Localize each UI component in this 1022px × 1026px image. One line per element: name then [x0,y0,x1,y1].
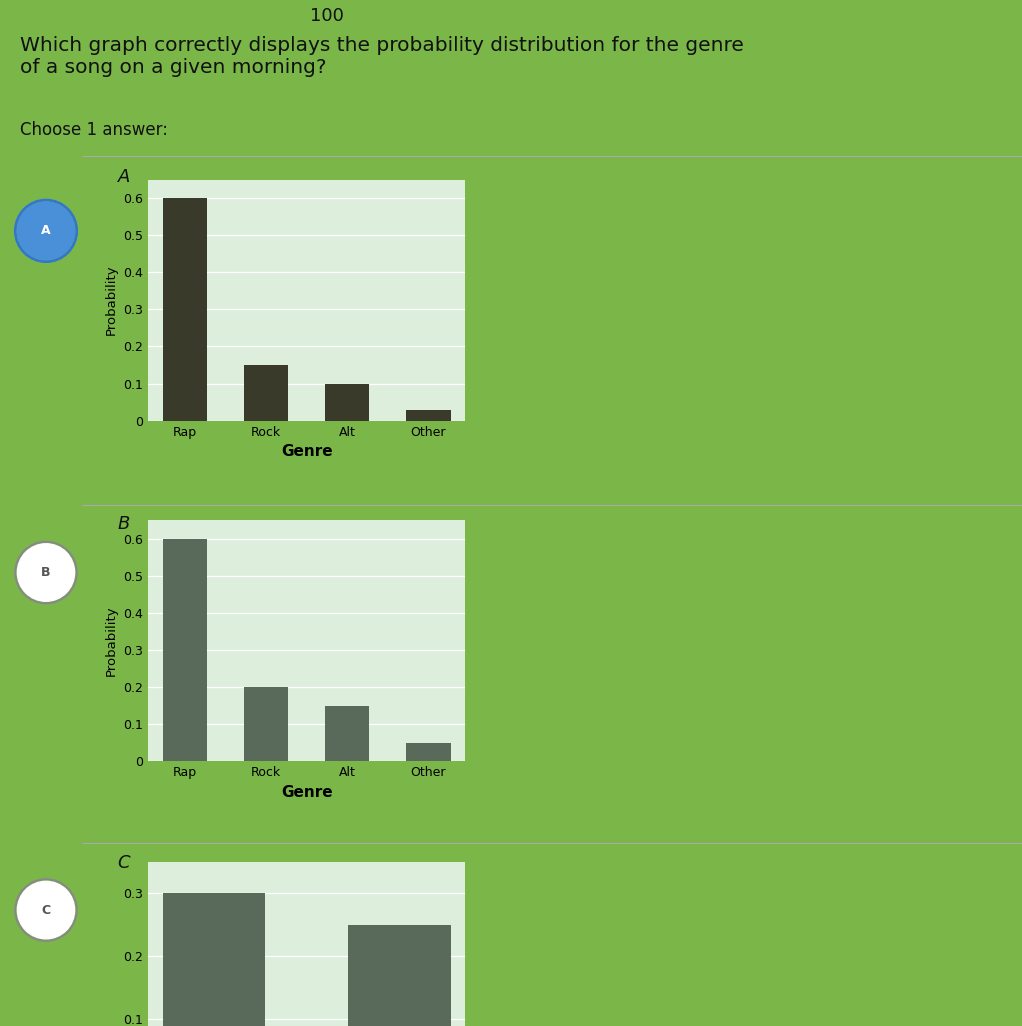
Text: A: A [118,168,130,187]
Bar [406,743,451,761]
X-axis label: Genre: Genre [281,785,332,799]
Bar [325,384,370,421]
Text: Choose 1 answer:: Choose 1 answer: [20,121,169,140]
Bar [162,894,265,1026]
Bar [325,706,370,761]
Text: 100: 100 [310,7,344,26]
Y-axis label: Probability: Probability [105,605,118,676]
Bar [243,687,288,761]
Text: Which graph correctly displays the probability distribution for the genre
of a s: Which graph correctly displays the proba… [20,36,744,77]
Text: C: C [118,854,130,872]
Y-axis label: Probability: Probability [105,265,118,336]
Text: C: C [42,904,50,916]
Text: A: A [41,225,51,237]
Text: B: B [41,566,51,579]
Bar [162,539,207,761]
Bar [162,198,207,421]
Circle shape [17,544,75,601]
Circle shape [17,881,75,939]
Bar [406,409,451,421]
X-axis label: Genre: Genre [281,444,332,459]
Bar [243,365,288,421]
Bar [349,924,451,1026]
Circle shape [17,202,75,260]
Text: B: B [118,515,130,534]
